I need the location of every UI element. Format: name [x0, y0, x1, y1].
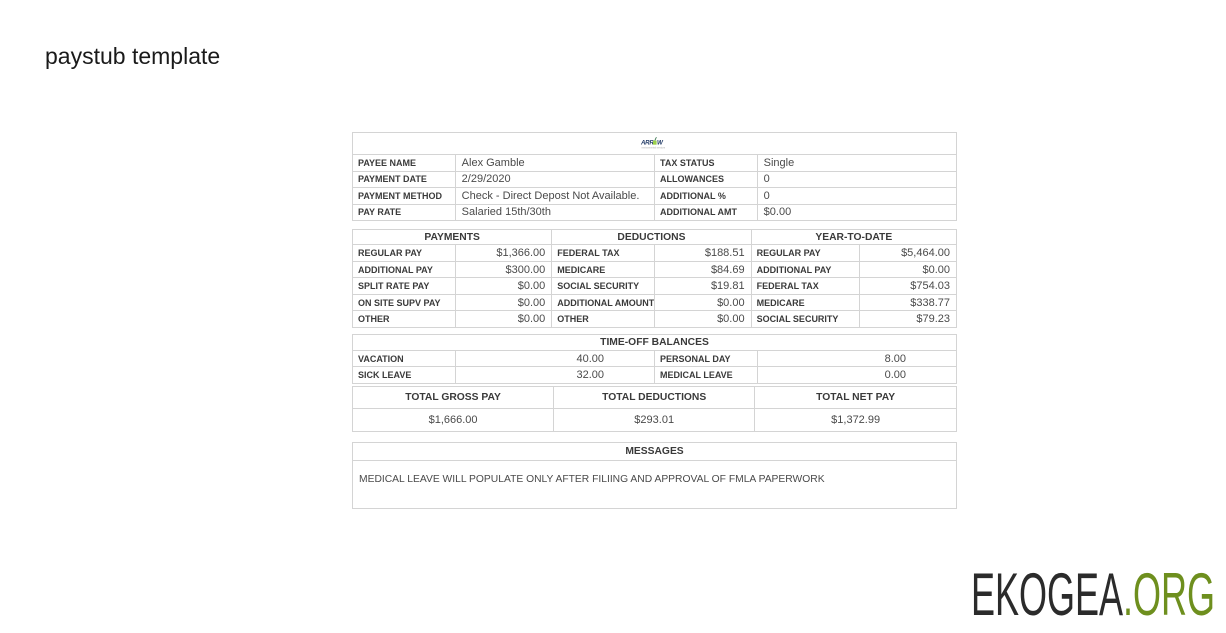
- svg-text:ARR: ARR: [640, 139, 654, 146]
- svg-text:W: W: [657, 139, 664, 146]
- svg-text:environmental services: environmental services: [641, 147, 665, 150]
